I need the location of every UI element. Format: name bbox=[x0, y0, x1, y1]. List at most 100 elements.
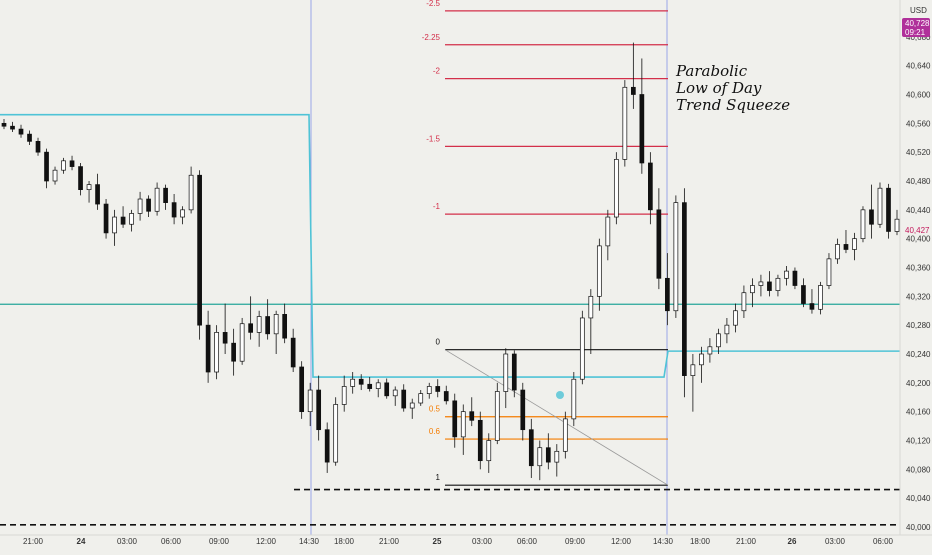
candle bbox=[154, 182, 160, 216]
candle bbox=[197, 170, 202, 340]
candle bbox=[367, 377, 373, 392]
candle-body bbox=[486, 440, 492, 462]
candle bbox=[588, 289, 594, 354]
candle-body bbox=[69, 160, 75, 167]
time-tick-label: 09:00 bbox=[565, 537, 586, 546]
candle bbox=[613, 152, 619, 225]
candle-body bbox=[384, 382, 390, 397]
candle bbox=[35, 137, 41, 156]
candle bbox=[682, 188, 687, 398]
candle-body bbox=[835, 244, 840, 260]
candle-body bbox=[1, 122, 7, 127]
candle bbox=[290, 328, 296, 373]
fib-level-label: 0 bbox=[436, 338, 441, 347]
last-price-label: 40,427 bbox=[905, 226, 930, 235]
candle-body bbox=[733, 310, 738, 326]
candle-body bbox=[877, 187, 883, 225]
candle-body bbox=[10, 125, 15, 130]
time-tick-label: 03:00 bbox=[472, 537, 493, 546]
candle bbox=[112, 209, 117, 246]
candle-body bbox=[180, 209, 185, 218]
candle bbox=[826, 253, 832, 290]
candle-body bbox=[282, 314, 288, 339]
candle bbox=[375, 379, 381, 398]
candle-body bbox=[222, 332, 228, 344]
candle-body bbox=[188, 174, 194, 211]
candle bbox=[818, 281, 823, 315]
candle-body bbox=[784, 270, 789, 279]
candles bbox=[1, 42, 900, 481]
price-tick-label: 40,440 bbox=[906, 206, 931, 215]
candle bbox=[852, 232, 857, 261]
annotation-line-2: Low of Day bbox=[675, 79, 762, 97]
candle bbox=[333, 397, 339, 466]
candle-body bbox=[613, 159, 619, 218]
price-tick-label: 40,560 bbox=[906, 119, 931, 128]
time-tick-label: 14:30 bbox=[299, 537, 320, 546]
fibonacci-extension: -2.5 -2.25 -2 -1.5 -1 0 0.5 0.6 1 bbox=[422, 0, 669, 486]
candle bbox=[886, 183, 891, 239]
candle-body bbox=[418, 393, 424, 404]
candle-body bbox=[579, 317, 585, 380]
candle bbox=[511, 350, 517, 398]
candle-body bbox=[716, 333, 721, 348]
candle-body bbox=[860, 209, 866, 240]
candle-body bbox=[171, 202, 177, 218]
candle bbox=[699, 346, 704, 383]
candle-body bbox=[741, 292, 747, 312]
candle-body bbox=[596, 245, 602, 297]
candle-body bbox=[665, 277, 670, 312]
candle bbox=[716, 328, 721, 354]
candle bbox=[341, 375, 347, 412]
candle bbox=[503, 348, 509, 409]
candle bbox=[205, 310, 211, 383]
candle bbox=[648, 152, 653, 225]
candle bbox=[180, 206, 185, 225]
price-tick-label: 40,680 bbox=[906, 33, 931, 42]
candle-body bbox=[801, 285, 806, 304]
step-line bbox=[0, 113, 900, 399]
price-tick-label: 40,480 bbox=[906, 177, 931, 186]
time-tick-label: 12:00 bbox=[611, 537, 632, 546]
candle bbox=[494, 382, 500, 445]
annotation-line-3: Trend Squeeze bbox=[676, 96, 790, 114]
candle bbox=[741, 285, 747, 318]
candle-body bbox=[554, 450, 560, 463]
fib-level-label: -2.25 bbox=[422, 33, 441, 42]
candle-body bbox=[197, 174, 202, 326]
candle-body bbox=[265, 316, 270, 335]
candle-body bbox=[78, 166, 83, 190]
candle bbox=[273, 310, 279, 354]
candle-body bbox=[750, 285, 755, 294]
candle bbox=[129, 209, 134, 232]
candle-body bbox=[358, 378, 364, 385]
candle bbox=[596, 238, 602, 311]
step-line-path bbox=[0, 113, 900, 378]
candle-body bbox=[299, 366, 305, 413]
candle bbox=[656, 188, 662, 290]
candle bbox=[477, 411, 483, 470]
time-tick-label: 18:00 bbox=[334, 537, 355, 546]
candle bbox=[401, 384, 407, 412]
price-tick-label: 40,520 bbox=[906, 148, 931, 157]
candle bbox=[673, 195, 679, 318]
candle-body bbox=[605, 216, 611, 247]
price-axis[interactable]: USD 40,680 40,640 40,600 40,560 40,520 40,480… bbox=[899, 0, 932, 550]
candle-body bbox=[707, 346, 713, 355]
candle bbox=[1, 119, 7, 130]
candle-body bbox=[35, 141, 41, 153]
candle bbox=[869, 184, 874, 239]
candle-body bbox=[571, 378, 577, 420]
candle-body bbox=[95, 184, 100, 205]
candle bbox=[358, 374, 364, 391]
price-tick-label: 40,080 bbox=[906, 465, 931, 474]
candle bbox=[324, 422, 330, 473]
time-tick-label: 18:00 bbox=[690, 537, 711, 546]
candle-body bbox=[622, 86, 628, 160]
time-axis[interactable]: 21:00 24 03:00 06:00 09:00 12:00 14:30 18:00 21:… bbox=[0, 534, 932, 546]
candle-body bbox=[401, 389, 407, 409]
candle bbox=[61, 157, 66, 174]
candle bbox=[809, 289, 815, 314]
